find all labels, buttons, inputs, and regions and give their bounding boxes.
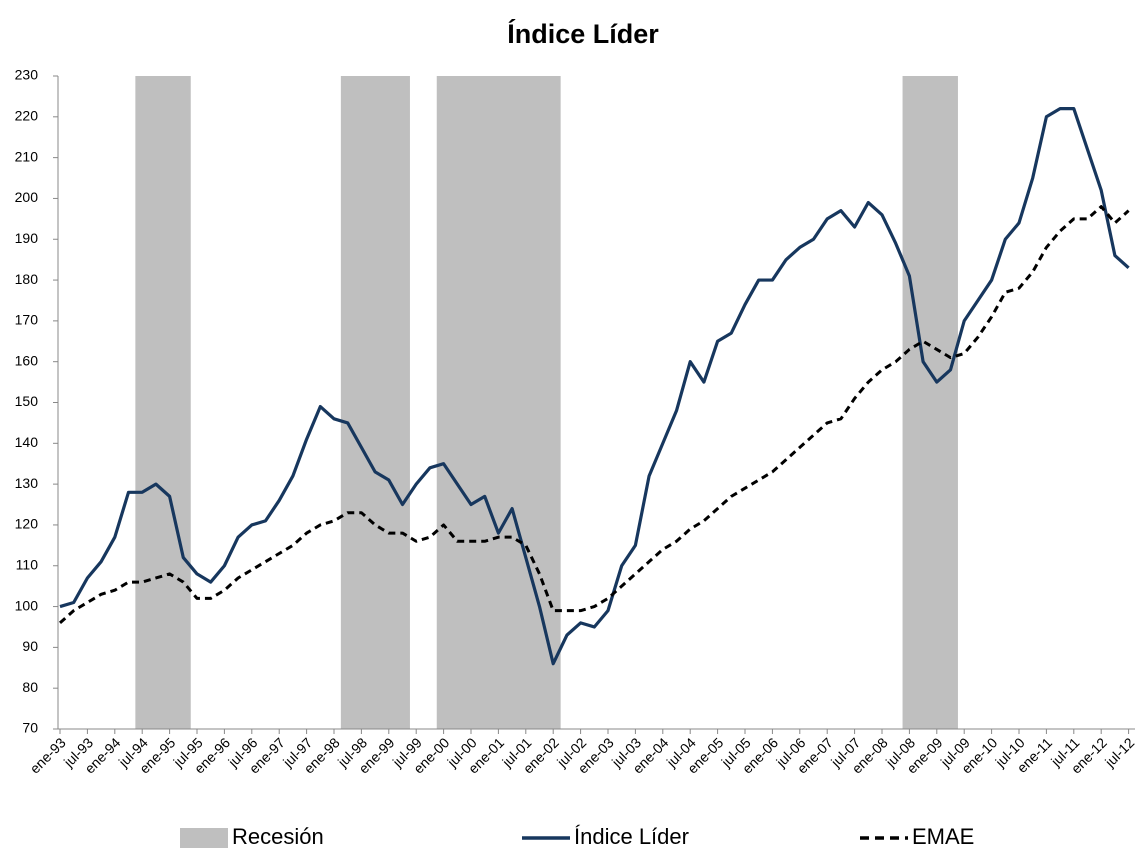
y-tick-label: 130 <box>15 475 39 491</box>
recession-bar <box>368 76 383 729</box>
y-tick-label: 120 <box>15 516 39 532</box>
recession-bar <box>505 76 520 729</box>
y-tick-label: 190 <box>15 230 39 246</box>
series-line <box>59 107 1130 666</box>
recession-bar <box>354 76 369 729</box>
recession-bar <box>532 76 547 729</box>
recession-bar <box>929 76 945 729</box>
y-tick-label: 150 <box>15 393 39 409</box>
recession-bar <box>902 76 917 729</box>
chart-title: Índice Líder <box>507 18 659 49</box>
recession-bar <box>491 76 506 729</box>
y-tick-label: 230 <box>15 67 39 83</box>
recession-bar <box>450 76 465 729</box>
recession-bar <box>381 76 397 729</box>
recession-bar <box>149 76 164 729</box>
y-tick-label: 100 <box>15 597 39 613</box>
legend-label: EMAE <box>912 824 974 849</box>
recession-bar <box>916 76 931 729</box>
y-tick-label: 140 <box>15 434 39 450</box>
legend-swatch <box>180 828 228 848</box>
y-tick-label: 80 <box>22 679 38 695</box>
y-tick-label: 220 <box>15 108 39 124</box>
x-tick-label: jul-12 <box>1101 734 1135 770</box>
recession-bar <box>340 76 356 729</box>
y-tick-label: 200 <box>15 189 39 205</box>
recession-bar <box>436 76 452 729</box>
legend-label: Recesión <box>232 824 324 849</box>
y-tick-label: 180 <box>15 271 39 287</box>
y-tick-label: 90 <box>22 638 38 654</box>
recession-bar <box>943 76 958 729</box>
recession-bar <box>395 76 410 729</box>
series-line <box>59 205 1130 625</box>
recession-bar <box>518 76 534 729</box>
y-tick-label: 160 <box>15 352 39 368</box>
recession-bar <box>162 76 178 729</box>
recession-bar <box>464 76 479 729</box>
legend-label: Índice Líder <box>574 824 689 849</box>
y-tick-label: 170 <box>15 312 39 328</box>
recession-bar <box>546 76 561 729</box>
recession-bar <box>135 76 150 729</box>
recession-bar <box>176 76 191 729</box>
y-tick-label: 210 <box>15 148 39 164</box>
y-tick-label: 110 <box>16 556 39 572</box>
recession-bar <box>477 76 493 729</box>
y-tick-label: 70 <box>22 720 38 736</box>
